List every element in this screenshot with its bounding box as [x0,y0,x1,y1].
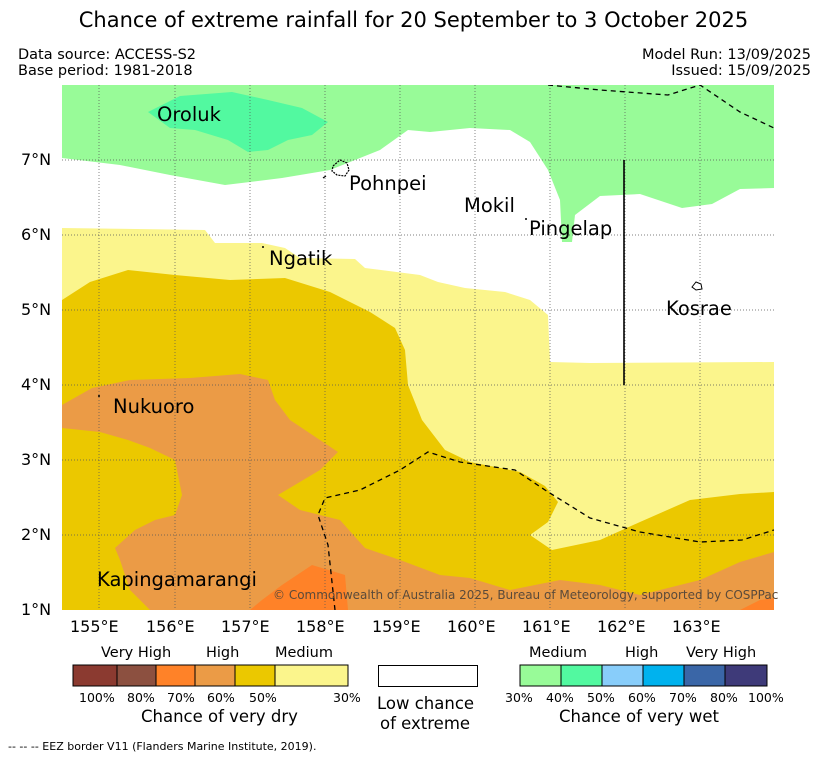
wet-tick: 70% [669,690,697,705]
dry-70-region [740,598,774,610]
dry-70-region [250,565,348,610]
low-chance-swatch [378,665,478,687]
wet-legend-header: High [625,645,659,661]
lon-label: 161°E [522,617,571,636]
mokil-atoll [525,218,527,220]
nukuoro-atoll [98,395,100,397]
gridlines [62,85,774,610]
dry-colorbar [72,664,349,687]
place-label-kosrae: Kosrae [666,297,732,320]
lon-label: 157°E [221,617,270,636]
lat-label: 1°N [21,600,52,619]
place-label-oroluk: Oroluk [157,103,221,126]
wet-tick: 50% [587,690,615,705]
wet-40-region [148,92,328,152]
lon-label: 158°E [296,617,345,636]
wet-tick: 100% [748,690,784,705]
wet-colorbar [519,664,768,687]
wet-swatch-80 [724,664,768,687]
place-label-kapingamarangi: Kapingamarangi [97,568,257,591]
kosrae-island [691,281,703,291]
wet-tick: 60% [628,690,656,705]
wet-legend-caption: Chance of very wet [559,707,719,726]
lat-label: 6°N [21,225,52,244]
lat-label: 5°N [21,300,52,319]
lon-label: 156°E [146,617,195,636]
dry-swatch-30 [274,664,349,687]
eez-border [317,85,774,610]
low-chance-caption-line2: of extreme [380,714,471,733]
wet-swatch-60 [642,664,685,687]
data-source-text: Data source: ACCESS-S2 [18,47,197,63]
pohnpei-island [331,159,350,177]
dry-tick: 30% [333,690,361,705]
dry-swatch-60 [194,664,236,687]
pohnpei-islet [322,175,327,179]
lat-label: 3°N [21,450,52,469]
dry-swatch-50 [234,664,276,687]
place-label-pingelap: Pingelap [529,217,613,240]
wet-swatch-50 [601,664,644,687]
dry-swatch-70 [155,664,196,687]
model-run-text: Model Run: 13/09/2025 [641,47,811,63]
map-area [62,85,774,610]
wet-legend-header: Medium [529,645,587,661]
dry-legend-header: Medium [275,645,333,661]
low-chance-caption-line1: Low chance [377,694,475,713]
wet-legend-header: Very High [686,645,757,661]
wet-tick: 80% [710,690,738,705]
dry-legend-header: Very High [101,645,172,661]
base-period-text: Base period: 1981-2018 [18,63,193,79]
place-label-mokil: Mokil [464,194,515,217]
eez-footnote: -- -- -- EEZ border V11 (Flanders Marine… [8,740,317,753]
lat-label: 2°N [21,525,52,544]
dry-tick: 70% [167,690,195,705]
dry-tick: 50% [249,690,277,705]
ngatik-atoll [262,246,264,248]
place-label-pohnpei: Pohnpei [349,172,427,195]
wet-medium-region [548,85,774,120]
lon-label: 159°E [372,617,421,636]
lon-label: 162°E [597,617,646,636]
dry-swatch-80 [116,664,157,687]
place-label-ngatik: Ngatik [269,247,333,270]
dry-swatch-100 [72,664,118,687]
copyright-notice: © Commonwealth of Australia 2025, Bureau… [273,588,779,602]
dry-tick: 100% [79,690,115,705]
lon-label: 160°E [447,617,496,636]
lon-label: 155°E [70,617,119,636]
dry-60-region [62,374,774,610]
wet-swatch-70 [683,664,726,687]
wet-tick: 30% [505,690,533,705]
lat-label: 7°N [21,150,52,169]
dry-tick: 60% [207,690,235,705]
place-label-nukuoro: Nukuoro [113,395,195,418]
dry-legend-header: High [206,645,240,661]
dry-tick: 80% [127,690,155,705]
issued-text: Issued: 15/09/2025 [671,63,811,79]
lat-label: 4°N [21,375,52,394]
wet-swatch-40 [560,664,603,687]
dry-legend-caption: Chance of very dry [141,707,298,726]
wet-tick: 40% [546,690,574,705]
lon-label: 163°E [672,617,721,636]
map-title: Chance of extreme rainfall for 20 Septem… [78,8,749,32]
wet-swatch-30 [519,664,562,687]
